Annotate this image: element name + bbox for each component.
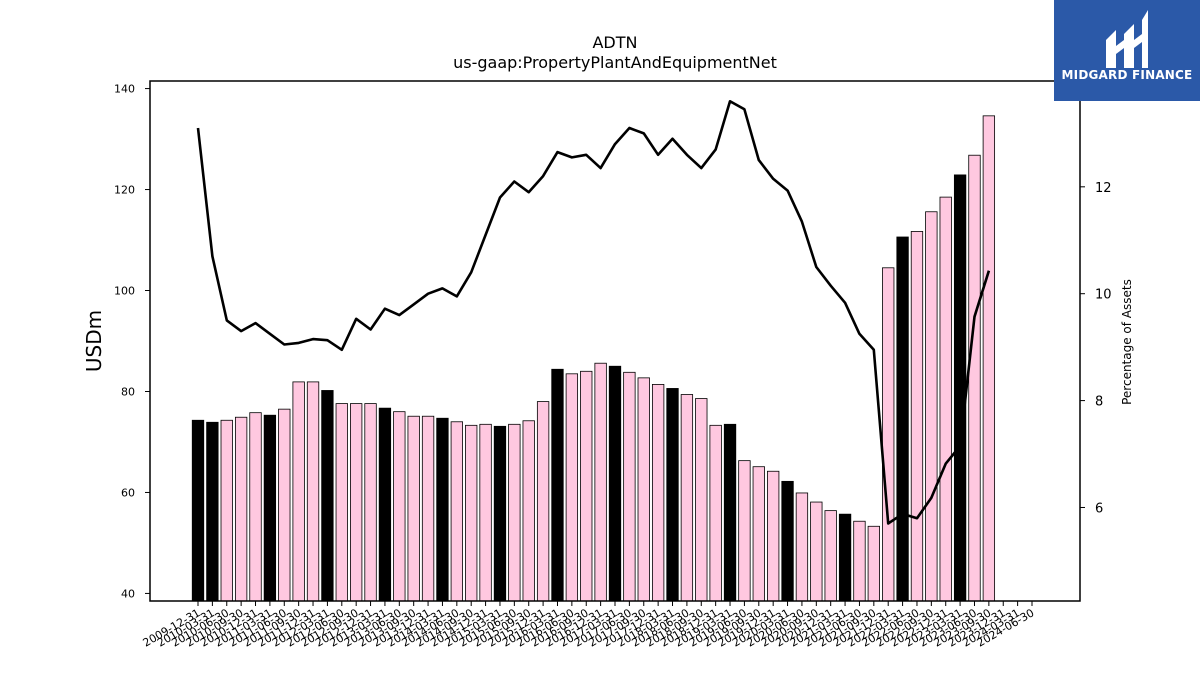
bar — [982, 115, 996, 602]
bar — [939, 196, 952, 602]
y-tick-label: 60 — [121, 486, 135, 499]
chart-title: ADTN — [592, 33, 637, 52]
bar — [580, 370, 593, 602]
bar — [723, 423, 737, 602]
bar — [450, 421, 463, 602]
bar — [249, 412, 262, 602]
logo: MIDGARD FINANCE — [1054, 0, 1200, 101]
bar — [292, 381, 305, 602]
bar — [364, 403, 377, 602]
bar — [278, 408, 291, 602]
y2-tick-label: 12 — [1095, 181, 1112, 196]
bar — [565, 373, 579, 602]
bar — [508, 423, 521, 602]
bar — [493, 425, 507, 602]
bar — [623, 371, 636, 602]
bar — [651, 384, 665, 602]
y2-tick-label: 10 — [1095, 288, 1112, 303]
bar — [220, 419, 233, 602]
y-tick-label: 40 — [121, 587, 135, 600]
bar — [234, 416, 248, 602]
bar — [350, 403, 363, 602]
bar — [536, 401, 550, 602]
bar — [752, 466, 765, 602]
bar — [263, 414, 277, 602]
bar — [191, 419, 205, 602]
logo-mark-icon — [1106, 10, 1148, 68]
bar — [522, 420, 535, 602]
logo-text: MIDGARD FINANCE — [1061, 68, 1193, 82]
bar — [738, 460, 751, 602]
bar — [335, 403, 348, 602]
bar — [407, 415, 420, 602]
y2-tick-label: 6 — [1095, 501, 1103, 516]
bar — [378, 407, 392, 602]
bar — [695, 398, 708, 602]
bar — [867, 525, 880, 602]
bar — [824, 510, 837, 602]
bar — [393, 411, 406, 602]
bar — [594, 362, 607, 602]
bar — [968, 154, 981, 602]
bar — [767, 470, 780, 602]
bar — [896, 236, 909, 602]
bar — [781, 480, 794, 602]
y-tick-label: 100 — [114, 285, 135, 298]
bar — [551, 368, 564, 602]
y2-tick-label: 8 — [1095, 395, 1103, 410]
y-tick-label: 120 — [114, 184, 135, 197]
percentage-of-assets-line — [196, 100, 991, 525]
bar — [853, 520, 866, 602]
bar — [882, 267, 895, 602]
y-axis-label: USDm — [82, 310, 106, 372]
bar — [321, 390, 334, 602]
bar — [838, 513, 852, 602]
bar — [795, 492, 809, 602]
bar — [666, 388, 679, 602]
bar — [436, 417, 449, 602]
bar — [810, 501, 823, 602]
bar — [465, 424, 478, 602]
y-tick-label: 80 — [121, 385, 135, 398]
y-tick-label: 140 — [114, 83, 135, 96]
bar — [421, 415, 435, 602]
bar — [479, 423, 492, 602]
bar — [306, 381, 320, 602]
bar — [206, 421, 219, 602]
bar — [910, 231, 924, 602]
bar — [953, 174, 967, 602]
bar — [637, 377, 650, 602]
chart-subtitle: us-gaap:PropertyPlantAndEquipmentNet — [453, 53, 777, 72]
bar — [680, 394, 694, 602]
bar — [608, 365, 622, 602]
bar — [709, 424, 722, 602]
bar — [925, 211, 938, 602]
y2-axis-label: Percentage of Assets — [1120, 279, 1134, 405]
